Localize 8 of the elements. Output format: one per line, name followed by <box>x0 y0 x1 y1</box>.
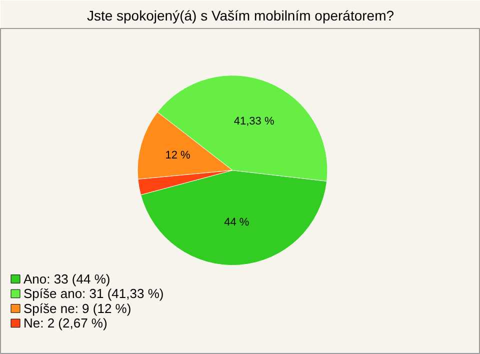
data-label: 41,33 % <box>234 116 274 128</box>
legend-label: Spíše ano: 31 (41,33 %) <box>24 286 164 302</box>
legend-label: Ano: 33 (44 %) <box>24 271 110 286</box>
data-label: 44 % <box>224 216 250 229</box>
legend-label: Ne: 2 (2,67 %) <box>24 316 108 331</box>
data-label: 12 % <box>165 150 191 162</box>
chart-title: Jste spokojený(á) s Vaším mobilním operátorem? <box>86 8 394 24</box>
legend-label: Spíše ne: 9 (12 %) <box>24 300 132 316</box>
